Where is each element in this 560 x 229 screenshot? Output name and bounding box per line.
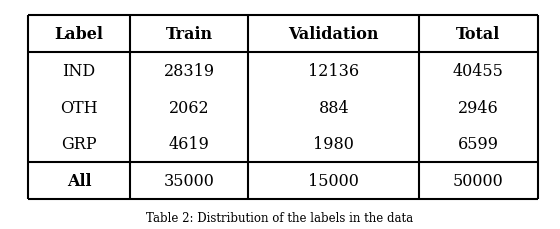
Text: Validation: Validation	[288, 26, 379, 43]
Text: 12136: 12136	[308, 63, 360, 79]
Text: Table 2: Distribution of the labels in the data: Table 2: Distribution of the labels in t…	[146, 211, 414, 224]
Text: Label: Label	[54, 26, 104, 43]
Text: 2062: 2062	[169, 99, 209, 116]
Text: 6599: 6599	[458, 136, 499, 153]
Text: 884: 884	[319, 99, 349, 116]
Text: OTH: OTH	[60, 99, 98, 116]
Text: 15000: 15000	[309, 172, 359, 189]
Text: 40455: 40455	[453, 63, 504, 79]
Text: All: All	[67, 172, 91, 189]
Text: Total: Total	[456, 26, 501, 43]
Text: 1980: 1980	[314, 136, 354, 153]
Text: GRP: GRP	[61, 136, 97, 153]
Text: 50000: 50000	[453, 172, 504, 189]
Text: 35000: 35000	[164, 172, 214, 189]
Text: Train: Train	[166, 26, 213, 43]
Text: IND: IND	[62, 63, 96, 79]
Text: 28319: 28319	[164, 63, 214, 79]
Text: 2946: 2946	[458, 99, 499, 116]
Text: 4619: 4619	[169, 136, 209, 153]
